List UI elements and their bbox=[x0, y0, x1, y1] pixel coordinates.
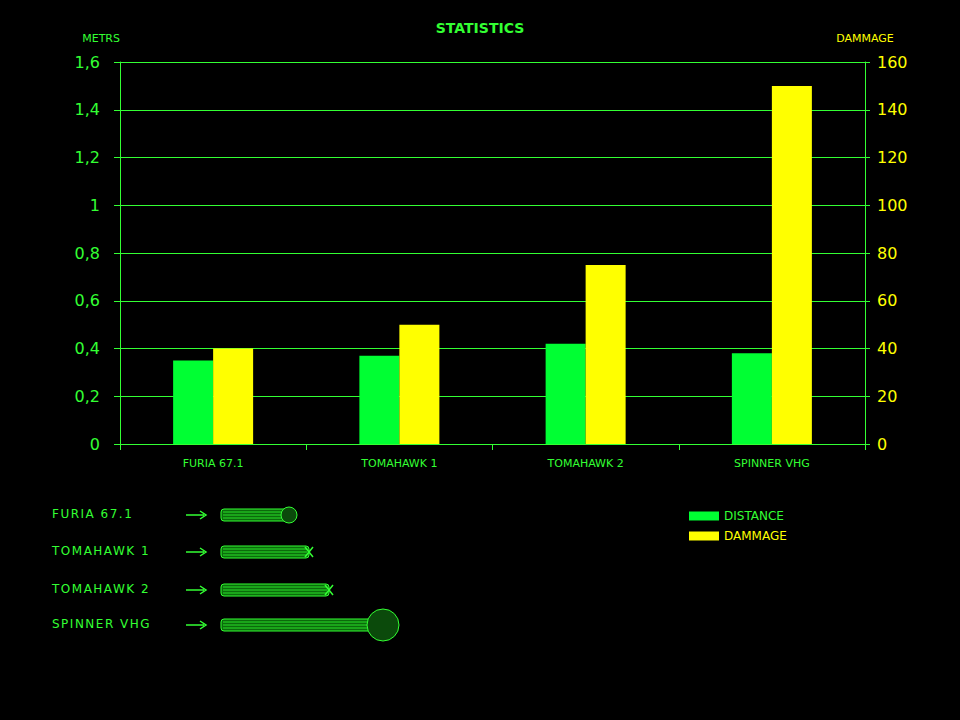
svg-text:SPINNER VHG: SPINNER VHG bbox=[734, 457, 810, 470]
svg-text:20: 20 bbox=[877, 387, 897, 406]
svg-text:0,4: 0,4 bbox=[75, 339, 100, 358]
svg-text:FURIA 67.1: FURIA 67.1 bbox=[183, 457, 244, 470]
svg-text:40: 40 bbox=[877, 339, 897, 358]
svg-text:1,6: 1,6 bbox=[75, 53, 100, 72]
svg-text:STATISTICS: STATISTICS bbox=[436, 20, 525, 36]
svg-text:100: 100 bbox=[877, 196, 908, 215]
html-text:TOMAHAWK 2: TOMAHAWK 2 bbox=[52, 582, 151, 596]
svg-text:DAMMAGE: DAMMAGE bbox=[724, 529, 787, 543]
svg-text:80: 80 bbox=[877, 244, 897, 263]
svg-text:DAMMAGE: DAMMAGE bbox=[836, 32, 894, 45]
html-text:TOMAHAWK 1: TOMAHAWK 1 bbox=[52, 544, 151, 558]
svg-text:0: 0 bbox=[90, 435, 100, 454]
svg-text:1,2: 1,2 bbox=[75, 148, 100, 167]
svg-text:0,6: 0,6 bbox=[75, 291, 100, 310]
svg-text:METRS: METRS bbox=[82, 32, 120, 45]
svg-text:1: 1 bbox=[90, 196, 100, 215]
svg-text:0,8: 0,8 bbox=[75, 244, 100, 263]
svg-text:140: 140 bbox=[877, 100, 908, 119]
html-text:SPINNER VHG: SPINNER VHG bbox=[52, 617, 152, 631]
svg-text:TOMAHAWK 2: TOMAHAWK 2 bbox=[547, 457, 624, 470]
svg-text:TOMAHAWK 1: TOMAHAWK 1 bbox=[360, 457, 437, 470]
svg-text:1,4: 1,4 bbox=[75, 100, 100, 119]
svg-text:DISTANCE: DISTANCE bbox=[724, 509, 784, 523]
svg-text:120: 120 bbox=[877, 148, 908, 167]
svg-text:60: 60 bbox=[877, 291, 897, 310]
svg-text:160: 160 bbox=[877, 53, 908, 72]
svg-text:0,2: 0,2 bbox=[75, 387, 100, 406]
svg-text:0: 0 bbox=[877, 435, 887, 454]
html-text:FURIA 67.1: FURIA 67.1 bbox=[52, 507, 134, 521]
